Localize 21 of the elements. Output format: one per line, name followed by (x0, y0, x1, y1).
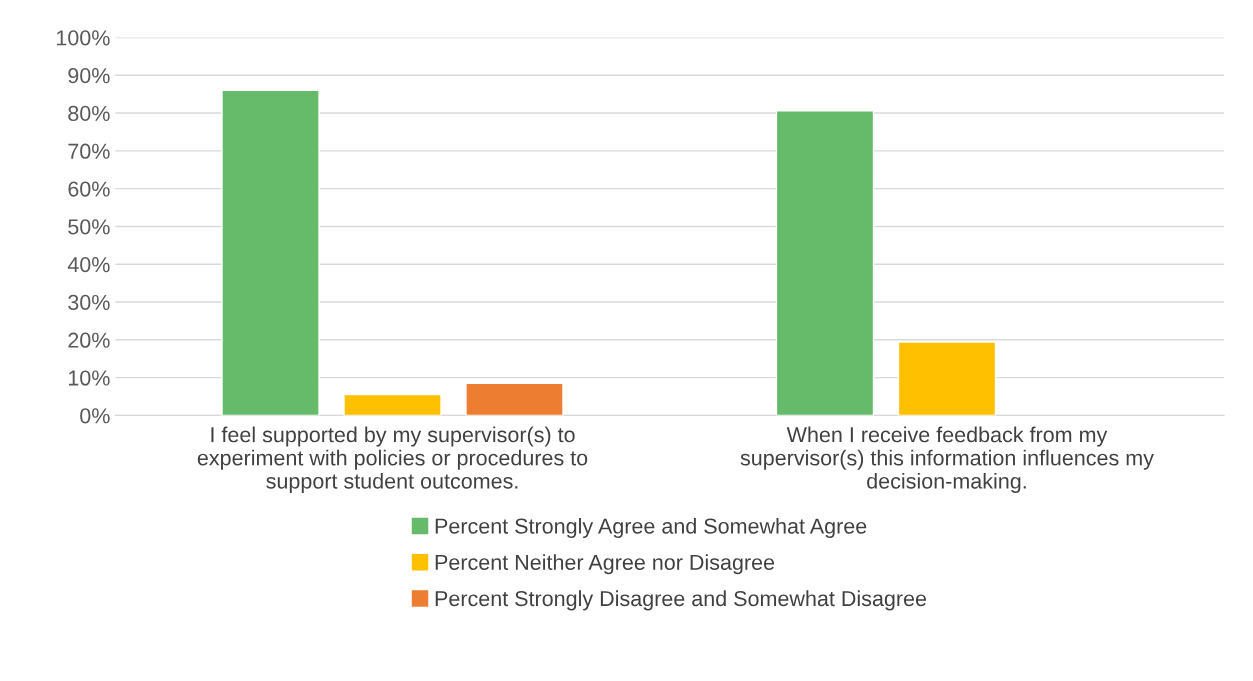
legend-label: Percent Strongly Disagree and Somewhat Disagree (435, 590, 927, 611)
y-tick-label: 0% (80, 408, 110, 424)
legend-label: Percent Strongly Agree and Somewhat Agree (435, 517, 867, 538)
x-tick-label: I feel supported by my supervisor(s) to experiment with policies or procedures to support student outcomes. (197, 426, 588, 493)
bar (221, 89, 320, 416)
bar (775, 110, 875, 416)
y-tick-label: 100% (57, 30, 110, 46)
y-tick-label: 30% (68, 294, 110, 311)
bar (897, 341, 997, 416)
bar (343, 393, 442, 416)
bar (465, 382, 564, 416)
legend-label: Percent Neither Agree nor Disagree (435, 554, 775, 575)
y-tick-label: 50% (68, 219, 110, 235)
y-tick-label: 70% (68, 143, 110, 159)
y-tick-label: 40% (67, 257, 110, 273)
y-tick-label: 20% (68, 332, 110, 348)
x-tick-label: When I receive feedback from my supervisor(s) this information influences my decision-making. (740, 426, 1154, 493)
y-tick-label: 90% (68, 68, 110, 84)
y-tick-label: 60% (68, 181, 110, 197)
y-tick-label: 80% (68, 105, 110, 122)
y-tick-label: 10% (68, 370, 110, 386)
